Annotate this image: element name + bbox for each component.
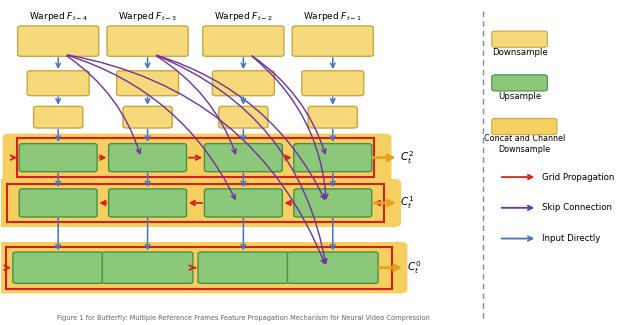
FancyBboxPatch shape (287, 252, 378, 283)
FancyBboxPatch shape (292, 26, 373, 56)
FancyBboxPatch shape (3, 134, 392, 182)
FancyBboxPatch shape (102, 252, 193, 283)
Text: Upsample: Upsample (498, 92, 541, 101)
Text: Concat and Channel
Downsample: Concat and Channel Downsample (484, 134, 565, 154)
Text: Grid Propagation: Grid Propagation (541, 173, 614, 182)
Text: Downsample: Downsample (492, 48, 547, 57)
FancyBboxPatch shape (0, 242, 408, 293)
FancyBboxPatch shape (109, 189, 186, 217)
FancyBboxPatch shape (123, 106, 172, 128)
FancyBboxPatch shape (294, 144, 372, 172)
Text: $C_t^0$: $C_t^0$ (407, 259, 421, 276)
Bar (17, 138, 374, 177)
Bar (7, 184, 384, 222)
Text: Warped $F_{t-3}$: Warped $F_{t-3}$ (118, 10, 177, 23)
FancyBboxPatch shape (492, 119, 557, 135)
FancyBboxPatch shape (19, 144, 97, 172)
FancyBboxPatch shape (19, 189, 97, 217)
Text: $C_t^2$: $C_t^2$ (401, 149, 414, 166)
Text: Warped $F_{t-1}$: Warped $F_{t-1}$ (303, 10, 362, 23)
FancyBboxPatch shape (198, 252, 289, 283)
FancyBboxPatch shape (109, 144, 186, 172)
FancyBboxPatch shape (204, 144, 282, 172)
FancyBboxPatch shape (33, 106, 83, 128)
FancyBboxPatch shape (116, 71, 179, 96)
Text: Warped $F_{t-2}$: Warped $F_{t-2}$ (214, 10, 273, 23)
Text: Warped $F_{t-4}$: Warped $F_{t-4}$ (29, 10, 88, 23)
Text: $C_t^1$: $C_t^1$ (401, 195, 415, 211)
FancyBboxPatch shape (302, 71, 364, 96)
FancyBboxPatch shape (107, 26, 188, 56)
FancyBboxPatch shape (18, 26, 99, 56)
Bar (6, 247, 392, 289)
FancyBboxPatch shape (212, 71, 275, 96)
Text: Input Directly: Input Directly (541, 234, 600, 243)
FancyBboxPatch shape (219, 106, 268, 128)
Text: Skip Connection: Skip Connection (541, 203, 612, 212)
FancyBboxPatch shape (492, 31, 547, 47)
FancyBboxPatch shape (203, 26, 284, 56)
FancyBboxPatch shape (0, 179, 401, 227)
FancyBboxPatch shape (294, 189, 372, 217)
FancyBboxPatch shape (27, 71, 89, 96)
FancyBboxPatch shape (308, 106, 357, 128)
FancyBboxPatch shape (492, 75, 547, 91)
FancyBboxPatch shape (204, 189, 282, 217)
FancyBboxPatch shape (13, 252, 104, 283)
Text: Figure 1 for Butterfly: Multiple Reference Frames Feature Propagation Mechanism : Figure 1 for Butterfly: Multiple Referen… (57, 315, 430, 321)
